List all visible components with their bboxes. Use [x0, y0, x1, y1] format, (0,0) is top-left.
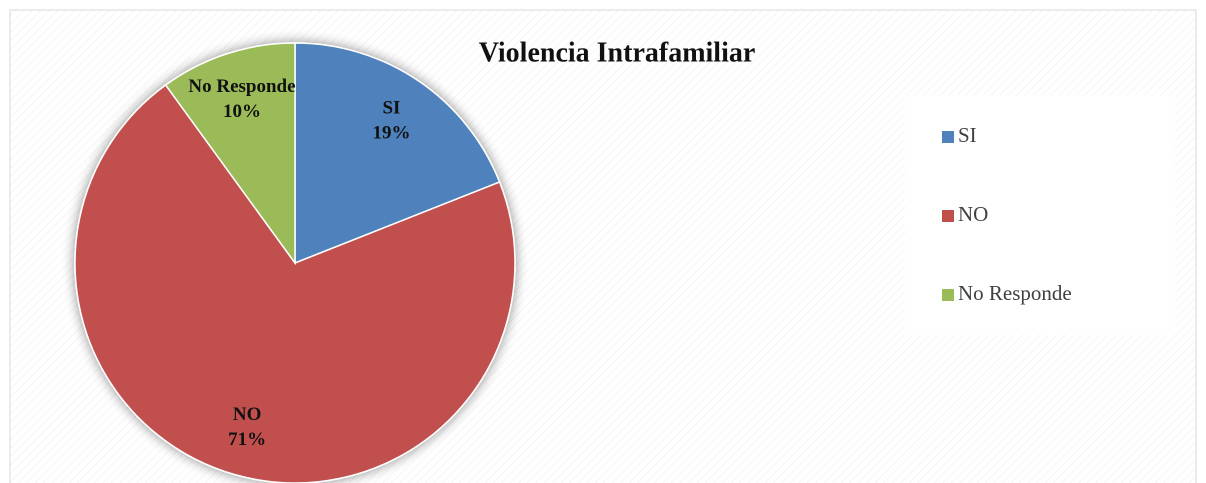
data-label-category: SI — [382, 97, 400, 118]
legend-swatch — [942, 210, 954, 222]
pie-slice — [164, 42, 296, 266]
data-label-category: NO — [233, 404, 262, 425]
data-label-value: 10% — [223, 101, 261, 122]
data-label-value: 19% — [372, 122, 410, 143]
legend-label: No Responde — [958, 281, 1072, 305]
pie — [74, 42, 516, 483]
legend-entries: SI NO No Responde — [942, 123, 1072, 305]
pie-slice — [74, 83, 516, 483]
legend-swatch — [942, 131, 954, 143]
data-labels: SI 19% NO 71% No Responde 10% — [188, 76, 410, 450]
legend-label: SI — [958, 123, 977, 147]
chart-title: Violencia Intrafamiliar — [479, 37, 756, 68]
pie-slice — [294, 42, 501, 265]
legend-label: NO — [958, 202, 988, 226]
data-label-category: No Responde — [188, 76, 295, 97]
data-label-value: 71% — [228, 429, 266, 450]
legend-swatch — [942, 289, 954, 301]
